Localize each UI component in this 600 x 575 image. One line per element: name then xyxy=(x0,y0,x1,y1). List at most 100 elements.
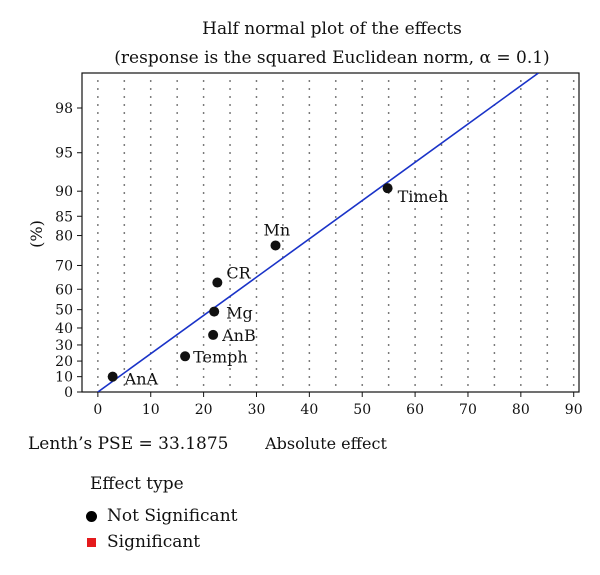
grid-dot xyxy=(572,352,575,354)
grid-dot xyxy=(202,184,205,186)
grid-dot xyxy=(96,280,99,282)
grid-dot xyxy=(572,80,575,82)
grid-dot xyxy=(96,248,99,250)
grid-dot xyxy=(334,320,337,322)
grid-dot xyxy=(546,120,549,122)
grid-dot xyxy=(334,160,337,162)
grid-dot xyxy=(282,192,284,194)
grid-dot xyxy=(414,288,416,290)
grid-dot xyxy=(176,272,179,274)
grid-dot xyxy=(176,248,179,250)
grid-dot xyxy=(334,176,337,178)
grid-dot xyxy=(572,200,575,202)
grid-dot xyxy=(361,264,364,266)
grid-dot xyxy=(96,368,99,370)
grid-dot xyxy=(572,224,575,226)
grid-dot xyxy=(440,240,443,242)
grid-dot xyxy=(96,128,99,130)
grid-dot xyxy=(519,216,522,218)
grid-dot xyxy=(361,224,364,226)
grid-dot xyxy=(519,248,522,250)
grid-dot xyxy=(414,208,416,210)
grid-dot xyxy=(387,320,390,322)
grid-dot xyxy=(229,256,231,258)
grid-dot xyxy=(282,280,284,282)
grid-dot xyxy=(440,288,443,290)
grid-dot xyxy=(467,264,469,266)
grid-dot xyxy=(96,144,99,146)
grid-dot xyxy=(387,112,390,114)
grid-dot xyxy=(229,368,231,370)
grid-dot xyxy=(361,80,364,82)
grid-dot xyxy=(255,384,258,386)
grid-dot xyxy=(493,240,496,242)
grid-dot xyxy=(440,384,443,386)
grid-dot xyxy=(229,264,231,266)
grid-dot xyxy=(202,272,205,274)
grid-dot xyxy=(334,312,337,314)
legend-label-not-significant: Not Significant xyxy=(107,506,238,526)
grid-dot xyxy=(255,352,258,354)
grid-dot xyxy=(493,168,496,170)
grid-dot xyxy=(202,312,205,314)
grid-dot xyxy=(546,216,549,218)
grid-dot xyxy=(334,352,337,354)
grid-dot xyxy=(519,384,522,386)
grid-dot xyxy=(440,144,443,146)
grid-dot xyxy=(387,136,390,138)
grid-dot xyxy=(123,248,126,250)
grid-dot xyxy=(202,128,205,130)
grid-dot xyxy=(572,88,575,90)
grid-dot xyxy=(493,320,496,322)
grid-dot xyxy=(334,272,337,274)
grid-dot xyxy=(546,384,549,386)
y-tick-label: 70 xyxy=(55,258,73,274)
grid-dot xyxy=(282,208,284,210)
grid-dot xyxy=(149,184,152,186)
grid-dot xyxy=(493,152,496,154)
grid-dot xyxy=(361,112,364,114)
grid-dot xyxy=(519,264,522,266)
grid-dot xyxy=(361,256,364,258)
grid-dot xyxy=(440,136,443,138)
grid-dot xyxy=(96,264,99,266)
grid-dot xyxy=(176,256,179,258)
grid-dot xyxy=(361,184,364,186)
grid-dot xyxy=(414,216,416,218)
grid-dot xyxy=(334,200,337,202)
grid-dot xyxy=(123,304,126,306)
grid-dot xyxy=(546,144,549,146)
grid-dot xyxy=(440,280,443,282)
grid-dot xyxy=(467,384,469,386)
grid-dot xyxy=(334,304,337,306)
grid-dot xyxy=(149,288,152,290)
grid-dot xyxy=(546,104,549,106)
grid-dot xyxy=(149,384,152,386)
grid-dot xyxy=(255,312,258,314)
grid-dot xyxy=(467,120,469,122)
grid-dot xyxy=(546,160,549,162)
grid-dot xyxy=(308,304,311,306)
grid-dot xyxy=(282,104,284,106)
grid-dot xyxy=(414,240,416,242)
grid-dot xyxy=(282,80,284,82)
grid-dot xyxy=(546,168,549,170)
grid-dot xyxy=(414,224,416,226)
grid-dot xyxy=(123,240,126,242)
grid-dot xyxy=(96,80,99,82)
grid-dot xyxy=(229,152,231,154)
grid-dot xyxy=(149,168,152,170)
grid-dot xyxy=(387,128,390,130)
grid-dot xyxy=(229,344,231,346)
grid-dot xyxy=(176,88,179,90)
grid-dot xyxy=(519,328,522,330)
grid-dot xyxy=(440,208,443,210)
grid-dot xyxy=(493,184,496,186)
grid-dot xyxy=(255,200,258,202)
grid-dot xyxy=(414,360,416,362)
grid-dot xyxy=(467,272,469,274)
grid-dot xyxy=(123,160,126,162)
grid-dot xyxy=(255,208,258,210)
grid-dot xyxy=(96,168,99,170)
grid-dot xyxy=(202,168,205,170)
